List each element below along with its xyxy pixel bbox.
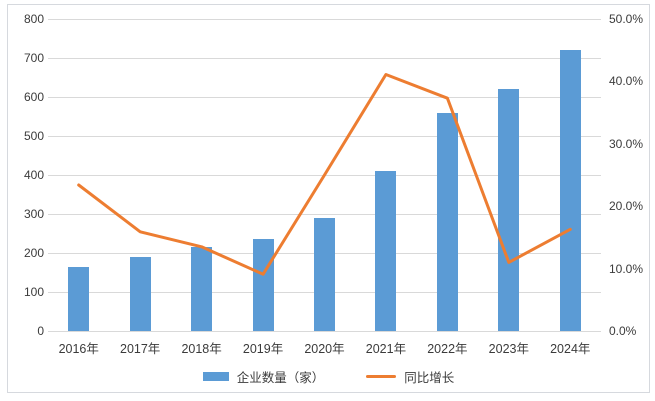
y-axis-right-tick-label: 30.0% bbox=[609, 136, 644, 151]
gridline bbox=[48, 18, 601, 20]
y-axis-left-tick-label: 100 bbox=[23, 285, 44, 299]
bar bbox=[498, 89, 520, 331]
bar-series-swatch-icon bbox=[202, 372, 229, 381]
y-axis-left-tick-label: 400 bbox=[23, 168, 44, 182]
x-axis-tick-label: 2024年 bbox=[550, 342, 591, 356]
bar bbox=[436, 112, 458, 331]
y-axis-right-tick-label: 0.0% bbox=[609, 324, 637, 338]
x-axis-tick-label: 2020年 bbox=[304, 342, 345, 356]
x-axis-tick-label: 2019年 bbox=[242, 342, 284, 356]
bar bbox=[314, 217, 335, 331]
bar bbox=[68, 266, 90, 331]
chart-frame: 0 100 200 300 400 500 600 700 800 0.0% 10.0% 20.0%… bbox=[7, 4, 650, 393]
line-series-swatch-icon bbox=[366, 375, 397, 378]
y-axis-left-tick-label: 800 bbox=[23, 12, 44, 26]
legend-item-company-count: 企业数量（家） bbox=[202, 367, 325, 386]
y-axis-left-tick-label: 0 bbox=[37, 324, 44, 338]
gridline bbox=[48, 57, 601, 59]
legend: 企业数量（家） 同比增长 bbox=[8, 367, 649, 386]
bar bbox=[375, 171, 397, 331]
gridline bbox=[48, 213, 601, 215]
bar bbox=[559, 50, 581, 331]
growth-line-series bbox=[77, 73, 572, 276]
y-axis-right-tick-label: 40.0% bbox=[609, 74, 644, 89]
x-axis-tick-label: 2021年 bbox=[365, 342, 407, 356]
y-axis-left-tick-label: 700 bbox=[23, 51, 44, 65]
bar bbox=[191, 247, 213, 331]
y-axis-left-tick-label: 600 bbox=[23, 90, 44, 104]
y-axis-left-tick-label: 300 bbox=[23, 207, 44, 221]
x-axis-tick-label: 2017年 bbox=[120, 342, 161, 356]
x-axis-tick-label: 2018年 bbox=[181, 342, 222, 356]
plot-area bbox=[48, 18, 601, 332]
legend-label-yoy-growth: 同比增长 bbox=[404, 371, 455, 385]
x-axis-tick-label: 2023年 bbox=[488, 342, 529, 356]
x-axis-tick-label: 2016年 bbox=[58, 342, 99, 356]
growth-line bbox=[77, 73, 572, 276]
y-axis-right-tick-label: 20.0% bbox=[609, 199, 644, 214]
gridline bbox=[48, 330, 601, 332]
y-axis-left-tick-label: 500 bbox=[23, 129, 44, 143]
legend-item-yoy-growth: 同比增长 bbox=[366, 367, 454, 386]
y-axis-left-tick-label: 200 bbox=[23, 246, 44, 260]
x-axis-tick-label: 2022年 bbox=[427, 342, 468, 356]
gridline bbox=[48, 135, 601, 137]
legend-label-company-count: 企业数量（家） bbox=[236, 371, 325, 385]
y-axis-right-tick-label: 10.0% bbox=[609, 261, 644, 276]
bar bbox=[252, 239, 274, 331]
bar bbox=[129, 256, 151, 331]
y-axis-right-tick-label: 50.0% bbox=[609, 12, 644, 26]
gridline bbox=[48, 96, 601, 98]
